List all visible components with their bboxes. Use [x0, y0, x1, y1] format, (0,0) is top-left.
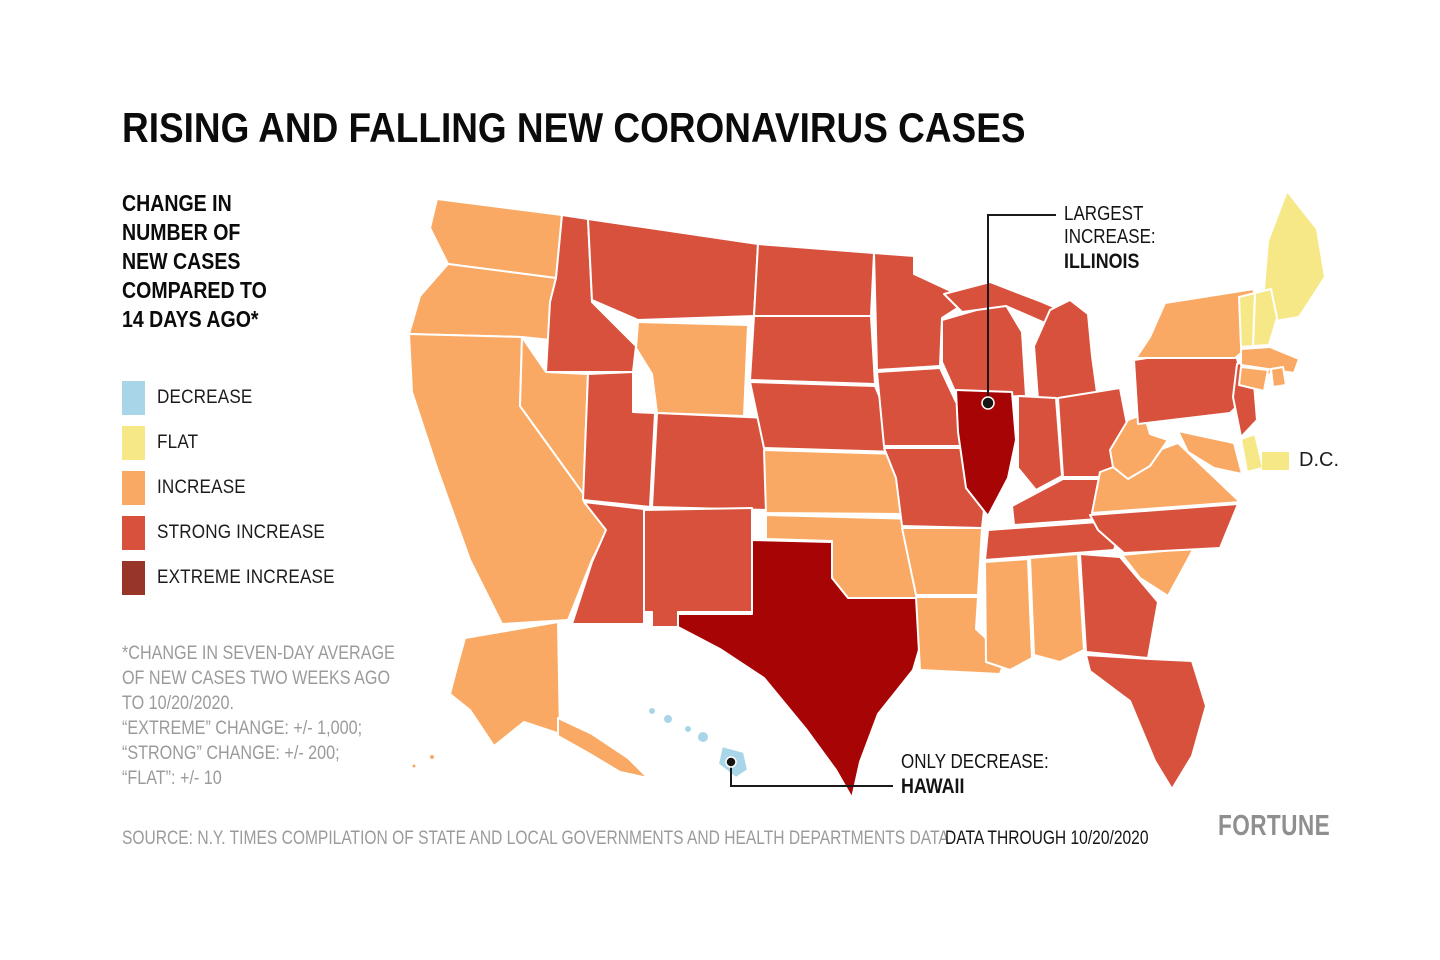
map-subtitle: CHANGE IN NUMBER OF NEW CASES COMPARED T…: [122, 189, 292, 334]
subtitle-line: CHANGE IN: [122, 190, 232, 216]
state-ms: [984, 558, 1033, 671]
state-hi-kauai: [647, 706, 657, 716]
state-ny: [1135, 288, 1255, 359]
legend-item-flat: FLAT: [122, 426, 354, 460]
footnote-line: *CHANGE IN SEVEN-DAY AVERAGE: [122, 643, 395, 664]
state-or: [408, 263, 557, 341]
footnote-line: TO 10/20/2020.: [122, 693, 234, 714]
state-nc: [1089, 503, 1239, 554]
state-ga: [1079, 553, 1159, 659]
state-fl: [1085, 654, 1207, 790]
state-hi-maui: [696, 730, 710, 744]
state-wy: [635, 321, 749, 417]
hawaii-dot: [725, 756, 737, 768]
increase-swatch: [122, 471, 145, 505]
footnote-line: “FLAT”: +/- 10: [122, 768, 222, 789]
legend-label: EXTREME INCREASE: [157, 567, 335, 588]
state-ut: [582, 371, 656, 508]
legend-item-decrease: DECREASE: [122, 381, 354, 415]
fortune-logo: FORTUNE: [1218, 810, 1331, 842]
state-me: [1261, 190, 1326, 322]
state-hi-molokai: [683, 724, 693, 734]
state-al: [1029, 553, 1085, 663]
flat-swatch: [122, 426, 145, 460]
state-wv: [1109, 413, 1169, 480]
state-co: [651, 412, 771, 511]
state-in: [1017, 395, 1063, 491]
legend-label: DECREASE: [157, 387, 253, 408]
footnote: *CHANGE IN SEVEN-DAY AVERAGE OF NEW CASE…: [122, 641, 443, 791]
callout-label: INCREASE:: [1064, 226, 1156, 248]
state-mn: [873, 252, 971, 371]
legend: DECREASE FLAT INCREASE STRONG INCREASE E…: [122, 381, 354, 606]
dc-swatch: [1262, 451, 1289, 470]
source-note: SOURCE: N.Y. TIMES COMPILATION OF STATE …: [122, 828, 1130, 850]
subtitle-line: COMPARED TO: [122, 277, 267, 303]
state-ma: [1240, 346, 1300, 374]
callout-leaders: [725, 214, 1056, 787]
only-decrease-callout: ONLY DECREASE: HAWAII: [901, 751, 1075, 798]
state-ri: [1270, 366, 1287, 388]
state-ct: [1238, 366, 1269, 392]
decrease-swatch: [122, 381, 145, 415]
state-ak: [449, 621, 561, 747]
state-ar: [901, 527, 983, 596]
state-mt: [587, 218, 759, 321]
subtitle-line: 14 DAYS AGO*: [122, 306, 259, 332]
subtitle-line: NEW CASES: [122, 248, 241, 274]
state-ks: [763, 449, 904, 515]
footnote-line: OF NEW CASES TWO WEEKS AGO: [122, 668, 391, 689]
state-hi-oahu: [662, 713, 674, 725]
callout-label: ONLY DECREASE:: [901, 751, 1049, 773]
state-il: [955, 389, 1017, 517]
strong-increase-swatch: [122, 516, 145, 550]
extreme-increase-swatch: [122, 561, 145, 595]
state-nm: [643, 507, 753, 628]
largest-increase-callout: LARGEST INCREASE: ILLINOIS: [1064, 203, 1172, 273]
subtitle-line: NUMBER OF: [122, 219, 241, 245]
state-md: [1177, 430, 1243, 475]
callout-state: HAWAII: [901, 775, 965, 798]
hawaii-leader-line: [730, 764, 893, 787]
legend-item-extreme-increase: EXTREME INCREASE: [122, 561, 354, 595]
footnote-line: “STRONG” CHANGE: +/- 200;: [122, 743, 340, 764]
state-nd: [753, 243, 875, 317]
callout-label: LARGEST: [1064, 203, 1144, 225]
state-ak-aleutians: [428, 753, 436, 761]
dc-label: D.C.: [1299, 449, 1339, 471]
source-text: SOURCE: N.Y. TIMES COMPILATION OF STATE …: [122, 828, 949, 849]
page-title: RISING AND FALLING NEW CORONAVIRUS CASES: [122, 104, 1026, 151]
state-vt: [1238, 292, 1256, 348]
state-ak-aleutians: [410, 762, 418, 770]
dc-legend: D.C.: [1262, 449, 1339, 472]
data-through-text: DATA THROUGH 10/20/2020: [945, 828, 1149, 849]
illinois-dot: [981, 396, 995, 410]
footnote-line: “EXTREME” CHANGE: +/- 1,000;: [122, 718, 363, 739]
legend-label: FLAT: [157, 432, 199, 453]
state-shapes: [408, 190, 1326, 799]
state-sd: [749, 315, 876, 385]
legend-label: STRONG INCREASE: [157, 522, 326, 543]
illinois-leader-line: [987, 214, 1056, 400]
legend-item-increase: INCREASE: [122, 471, 354, 505]
state-ak-panhandle: [557, 717, 649, 779]
state-wi: [941, 301, 1027, 399]
callout-state: ILLINOIS: [1064, 250, 1140, 273]
legend-label: INCREASE: [157, 477, 246, 498]
state-nh: [1252, 288, 1278, 347]
state-de: [1240, 433, 1264, 473]
state-tx: [677, 539, 922, 799]
data-through-note: DATA THROUGH 10/20/2020: [945, 828, 1193, 850]
legend-item-strong-increase: STRONG INCREASE: [122, 516, 354, 550]
